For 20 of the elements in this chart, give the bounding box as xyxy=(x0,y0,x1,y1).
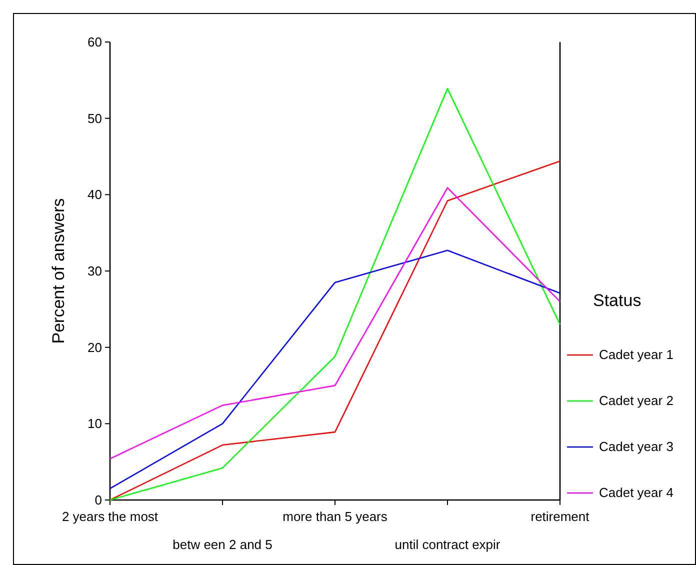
y-tick-label: 0 xyxy=(94,492,102,508)
x-tick-label: 2 years the most xyxy=(62,509,158,524)
y-tick-label: 40 xyxy=(88,187,102,202)
x-tick-label: retirement xyxy=(530,509,590,524)
legend-label: Cadet year 2 xyxy=(599,393,674,408)
line-series xyxy=(109,187,561,460)
x-tick-label: betw een 2 and 5 xyxy=(172,537,272,552)
line-series xyxy=(109,250,561,490)
legend-label: Cadet year 3 xyxy=(599,439,674,454)
legend-label: Cadet year 1 xyxy=(599,347,674,362)
y-tick-label: 20 xyxy=(88,340,102,355)
y-axis-title: Percent of answers xyxy=(49,198,68,344)
x-tick-label: until contract expir xyxy=(394,537,501,552)
legend-label: Cadet year 4 xyxy=(599,485,674,500)
y-tick-label: 10 xyxy=(88,416,102,432)
x-tick-label: more than 5 years xyxy=(282,509,388,524)
legend-title: Status xyxy=(593,291,642,310)
y-tick-label: 60 xyxy=(88,34,102,50)
y-tick-label: 30 xyxy=(88,264,102,279)
y-tick-label: 50 xyxy=(88,110,102,126)
